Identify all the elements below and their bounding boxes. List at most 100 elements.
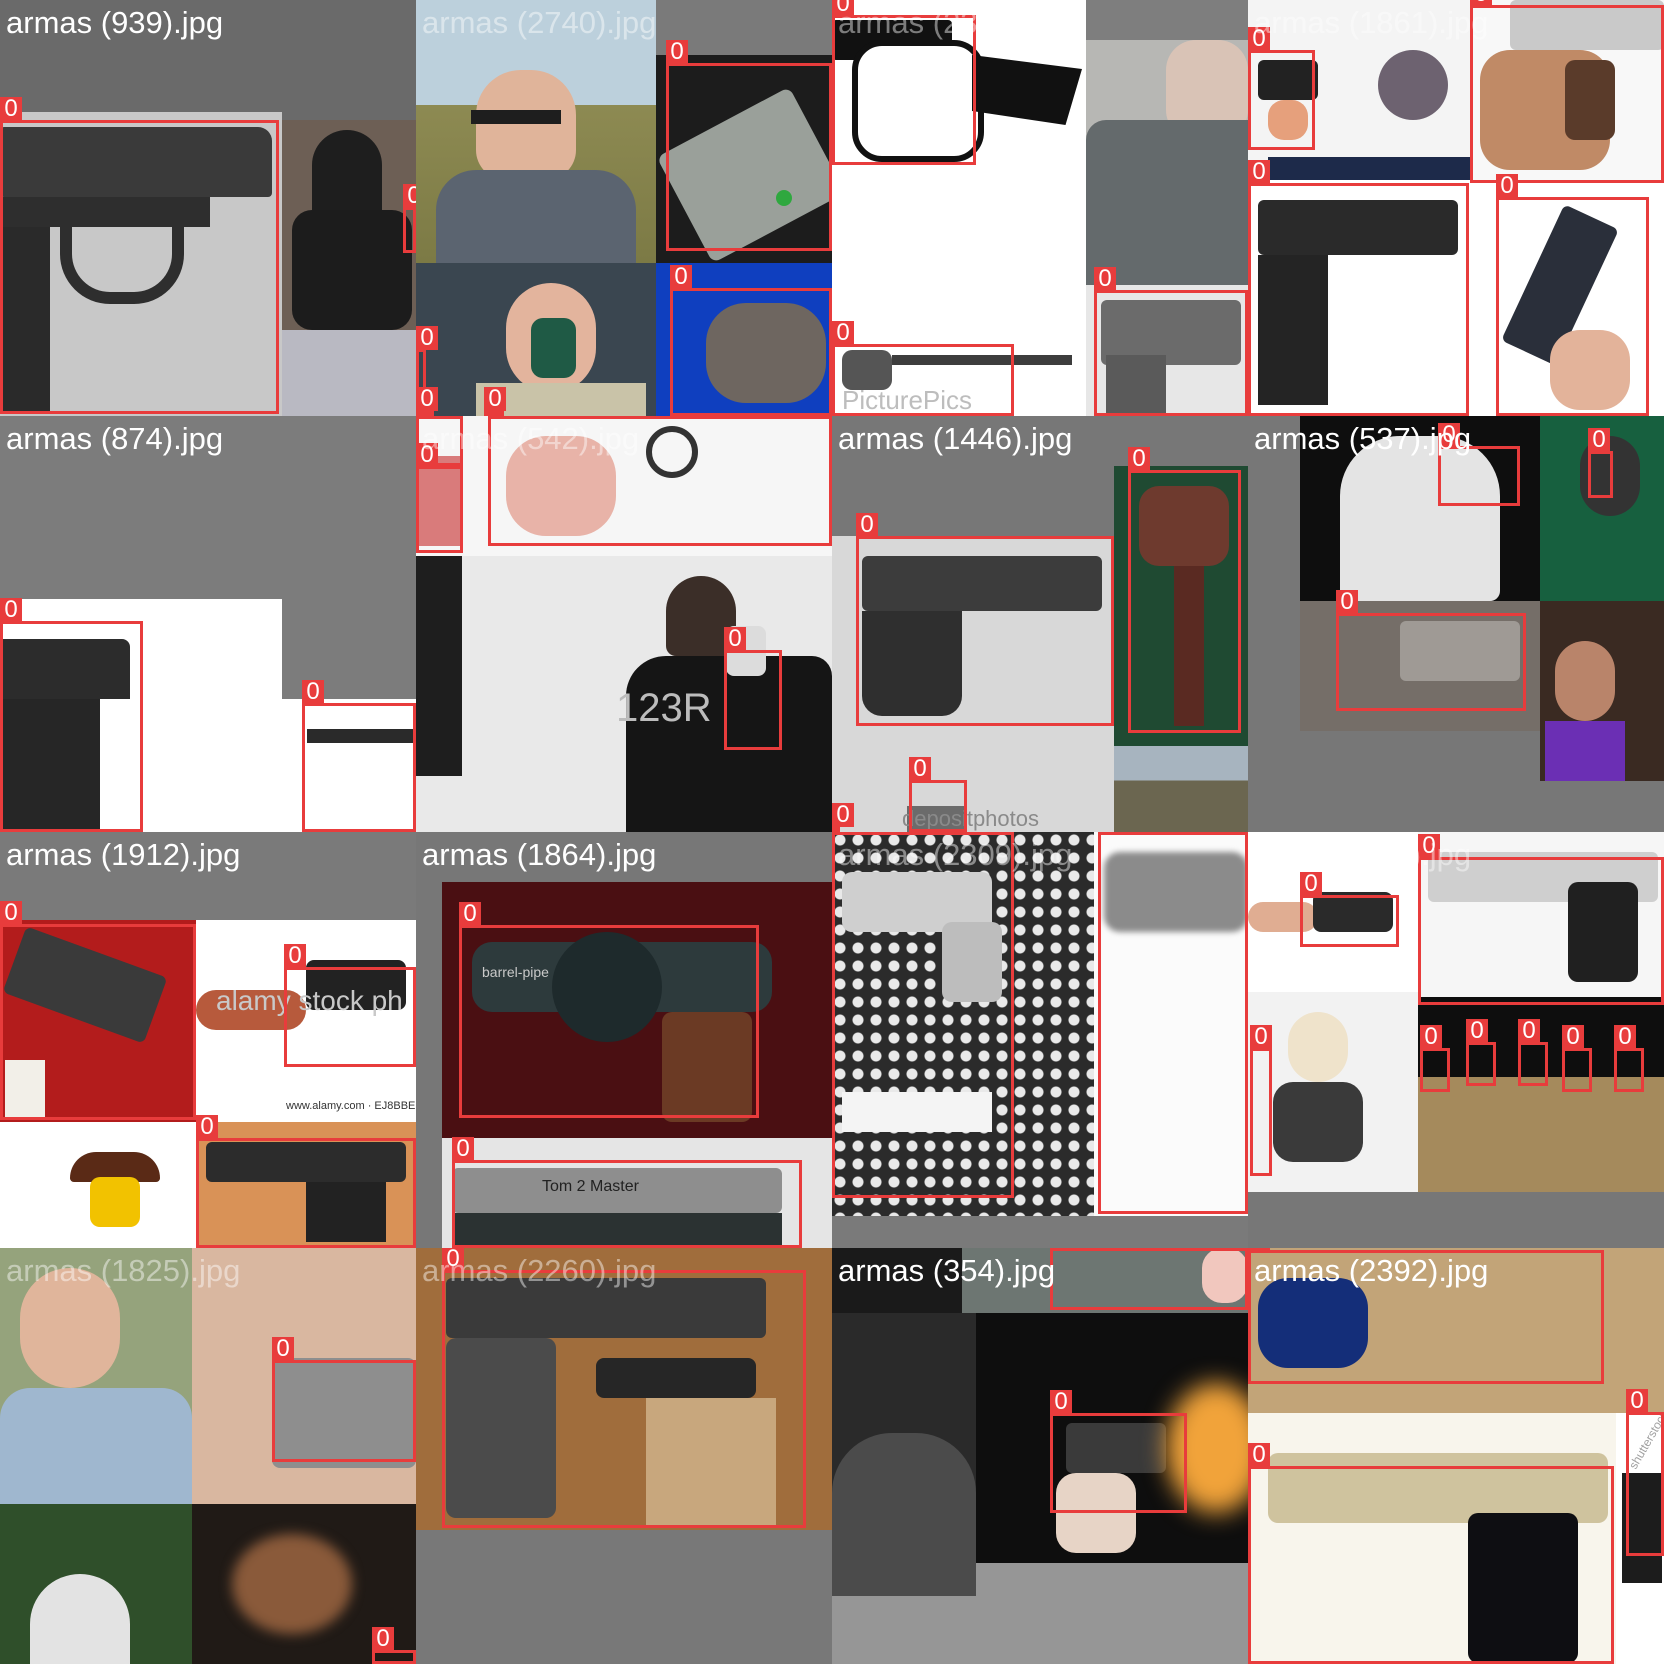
detection-box: 0 bbox=[1470, 0, 1664, 183]
detection-box: 0 bbox=[1098, 832, 1248, 1214]
photo-hooded-left bbox=[832, 1313, 976, 1596]
detection-box: 0 bbox=[1300, 872, 1399, 947]
photo-pistol-dark bbox=[656, 55, 832, 263]
tile-armas-2740: armas (2740).jpg 0 0 0 0 0 bbox=[416, 0, 832, 416]
photo-hand-drawing bbox=[832, 0, 1086, 285]
photo-man-earmuffs bbox=[0, 1504, 192, 1664]
tile-armas-354: armas (354).jpg 0 0 bbox=[832, 1248, 1248, 1664]
detection-box: 0 bbox=[832, 321, 1014, 416]
photo-lego-figure bbox=[0, 1122, 196, 1248]
photo-bald-earmuffs bbox=[416, 263, 656, 416]
detection-class-label: 0 bbox=[1300, 872, 1322, 896]
detection-class-label: 0 bbox=[1250, 1025, 1272, 1049]
detection-class-label: 0 bbox=[1518, 1019, 1540, 1043]
photo-antique-revolver bbox=[1114, 466, 1248, 746]
photo-pistol-closeup bbox=[0, 112, 282, 416]
detection-box: 0 bbox=[1336, 590, 1526, 711]
photo-blue-revolver bbox=[1248, 1248, 1664, 1413]
detection-class-label: 0 bbox=[856, 513, 878, 537]
detection-box: 0 bbox=[0, 901, 196, 1120]
photo-revolver-pink bbox=[416, 416, 832, 556]
detection-class-label: 0 bbox=[488, 416, 510, 417]
photo-hand-top bbox=[832, 1248, 1248, 1313]
detection-box: 0 bbox=[416, 443, 463, 553]
detection-box: 0 bbox=[1248, 160, 1469, 416]
detection-box: 0 bbox=[1626, 1389, 1664, 1556]
photo-pistol-cream bbox=[1248, 1413, 1616, 1664]
tile-armas-1912: alamy stock ph www.alamy.com · EJ8BBE ar… bbox=[0, 832, 416, 1248]
detection-box: 0 bbox=[1438, 423, 1520, 506]
detection-box: 0 bbox=[484, 387, 506, 416]
tile-armas-2320: PicturePics armas (2320).jpg 0 0 0 bbox=[832, 0, 1248, 416]
photo-hooded-man bbox=[1248, 0, 1470, 180]
photo-masked-robber bbox=[282, 120, 416, 416]
detection-class-label: 0 bbox=[416, 326, 438, 350]
detection-class-label: 0 bbox=[1470, 0, 1492, 6]
detection-box: 0 bbox=[832, 803, 854, 832]
tile-armas-2260: armas (2260).jpg 0 bbox=[416, 1248, 832, 1664]
tile-armas-534: armas (534).jpg 0 0 0 0 0 0 0 0 bbox=[1248, 832, 1664, 1248]
tile-title: armas (2309).jpg bbox=[838, 837, 1073, 872]
tile-armas-939: armas (939).jpg 0 0 bbox=[0, 0, 416, 416]
detection-class-label: 0 bbox=[1248, 1443, 1270, 1467]
detection-box: 0 bbox=[909, 757, 967, 832]
detection-class-label: 0 bbox=[459, 902, 481, 926]
detection-class-label: 0 bbox=[666, 40, 688, 64]
photo-muzzle-flash bbox=[976, 1313, 1248, 1563]
detection-class-label: 0 bbox=[1248, 160, 1270, 184]
detection-box: 0 bbox=[1050, 1248, 1248, 1310]
tile-armas-1825: armas (1825).jpg 0 0 bbox=[0, 1248, 416, 1664]
detection-box: 0 bbox=[442, 1248, 806, 1528]
photo-slide-closeup: Tom 2 Master bbox=[442, 1138, 832, 1248]
detection-class-label: 0 bbox=[1496, 174, 1518, 198]
detection-class-label: 0 bbox=[1418, 834, 1440, 858]
detection-box: 0 bbox=[459, 902, 759, 1118]
detection-class-label: 0 bbox=[1050, 1248, 1072, 1249]
photo-revolver-long: PicturePics bbox=[832, 285, 1086, 416]
detection-class-label: 0 bbox=[832, 832, 854, 833]
detection-class-label: 0 bbox=[416, 387, 438, 411]
photo-pistol-red-carpet bbox=[0, 920, 196, 1122]
photo-selfie-couple bbox=[1540, 601, 1664, 781]
tile-armas-1861: armas (1861).jpg 0 0 0 0 bbox=[1248, 0, 1664, 416]
tile-armas-2309: armas (2309).jpg 0 0 bbox=[832, 832, 1248, 1248]
watermark-text: alamy stock ph bbox=[216, 985, 403, 1016]
tile-title: armas (2392).jpg bbox=[1254, 1253, 1489, 1288]
detection-class-label: 0 bbox=[196, 1115, 218, 1139]
detection-box: 0 bbox=[670, 265, 832, 416]
detection-box: 0 bbox=[1248, 1248, 1604, 1384]
watermark-text: PicturePics bbox=[842, 385, 973, 415]
detection-box: 0 bbox=[1420, 1025, 1450, 1092]
detection-class-label: 0 bbox=[670, 265, 692, 289]
photo-walther bbox=[196, 1122, 416, 1248]
tile-armas-542: 123R armas (542).jpg 0 0 0 0 bbox=[416, 416, 832, 832]
detection-box: 0 bbox=[1588, 428, 1613, 498]
watermark-text: 123R bbox=[616, 686, 712, 730]
photo-hand-revolver: alamy stock ph www.alamy.com · EJ8BBE bbox=[196, 920, 416, 1122]
detection-box: 0 bbox=[1050, 1390, 1187, 1513]
photo-beretta-silver bbox=[1418, 832, 1664, 997]
detection-box: 0 bbox=[666, 40, 832, 251]
detection-box: 0 bbox=[1562, 1025, 1592, 1092]
tile-armas-2392: shutterstock armas (2392).jpg 0 0 0 bbox=[1248, 1248, 1664, 1664]
tile-title: armas (542).jpg bbox=[422, 421, 640, 456]
detection-class-label: 0 bbox=[1128, 447, 1150, 471]
detection-box: 0 bbox=[832, 0, 976, 165]
tile-armas-874: armas (874).jpg 0 0 bbox=[0, 416, 416, 832]
watermark-text: www.alamy.com · EJ8BBE bbox=[286, 1100, 416, 1112]
photo-kel-tec: depositphotos bbox=[832, 536, 1114, 832]
engraving-text: barrel-pipe bbox=[482, 964, 549, 980]
detection-class-label: 0 bbox=[1248, 27, 1270, 51]
detection-box: 0 bbox=[1094, 267, 1248, 416]
photo-woman-sitting bbox=[1248, 992, 1418, 1192]
detection-box: 0 bbox=[284, 944, 416, 1067]
photo-compact-pistol bbox=[1470, 180, 1664, 416]
detection-class-label: 0 bbox=[372, 1627, 394, 1651]
detection-box: 0 bbox=[1418, 834, 1664, 1005]
photo-shooting-range bbox=[1114, 746, 1248, 832]
detection-class-label: 0 bbox=[1248, 1248, 1270, 1251]
detection-class-label: 0 bbox=[1094, 267, 1116, 291]
tile-title: armas (2740).jpg bbox=[422, 5, 657, 40]
detection-class-label: 0 bbox=[442, 1248, 464, 1271]
detection-box: 0 bbox=[832, 832, 1014, 1198]
